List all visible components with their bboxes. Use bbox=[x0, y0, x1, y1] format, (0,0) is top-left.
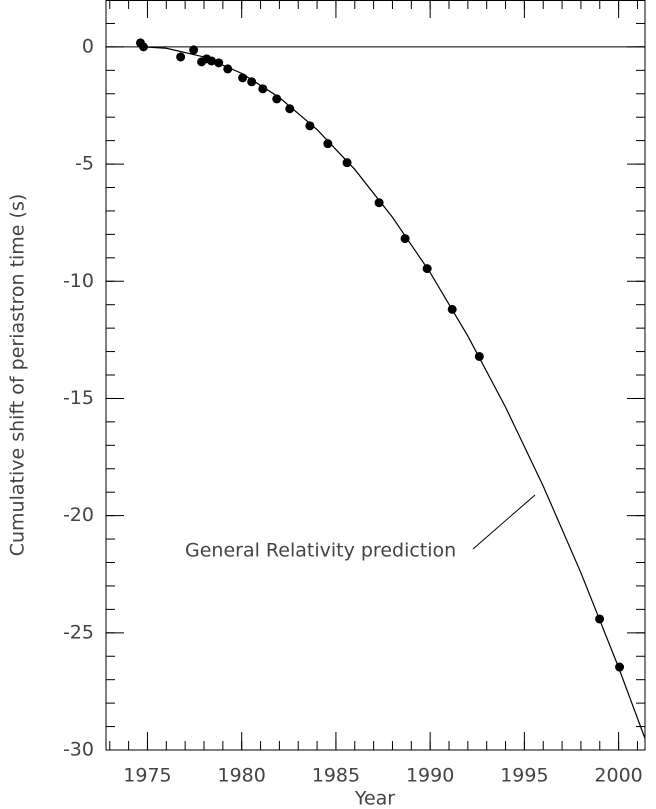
x-axis-label: Year bbox=[354, 788, 395, 809]
data-point bbox=[400, 234, 410, 244]
data-point bbox=[189, 45, 199, 55]
x-tick-label: 1985 bbox=[312, 765, 360, 787]
data-point bbox=[374, 198, 384, 208]
y-tick-label: -10 bbox=[63, 270, 94, 292]
data-point bbox=[176, 52, 186, 62]
y-tick-label: -15 bbox=[63, 387, 94, 409]
data-point bbox=[305, 121, 315, 131]
data-point bbox=[285, 104, 295, 114]
x-tick-label: 1990 bbox=[406, 765, 454, 787]
y-tick-label: -5 bbox=[75, 153, 94, 175]
annotation: General Relativity prediction bbox=[185, 540, 456, 562]
data-point bbox=[323, 139, 333, 149]
prediction-curve bbox=[143, 46, 646, 739]
plot-frame bbox=[105, 0, 646, 751]
x-tick-label: 1995 bbox=[500, 765, 548, 787]
x-tick-label: 1975 bbox=[123, 765, 171, 787]
y-tick-label: -30 bbox=[63, 739, 94, 761]
data-point bbox=[342, 158, 352, 168]
y-tick-label: 0 bbox=[82, 35, 94, 57]
y-tick-label: -25 bbox=[63, 621, 94, 643]
x-tick-label: 1980 bbox=[218, 765, 266, 787]
data-point bbox=[247, 77, 257, 87]
data-point bbox=[139, 42, 149, 52]
data-point bbox=[258, 84, 268, 94]
y-axis-label: Cumulative shift of periastron time (s) bbox=[7, 194, 29, 557]
y-tick-label: -20 bbox=[63, 504, 94, 526]
x-tick-label: 2000 bbox=[594, 765, 642, 787]
annotation-pointer bbox=[472, 494, 536, 550]
